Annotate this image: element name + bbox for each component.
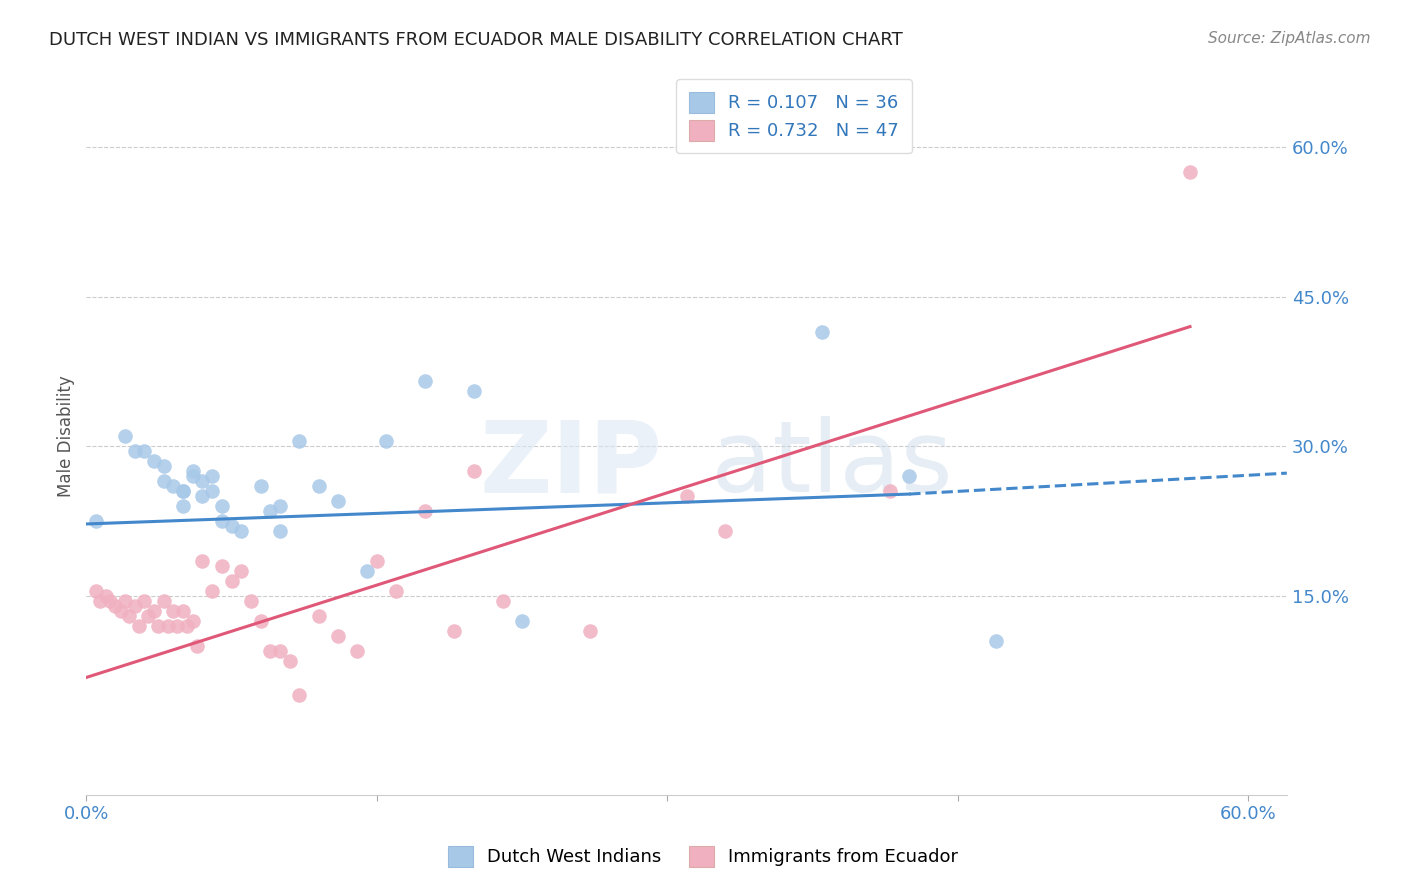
Point — [879, 484, 901, 499]
Point — [162, 479, 184, 493]
Point — [463, 464, 485, 478]
Point — [162, 604, 184, 618]
Point — [84, 514, 107, 528]
Point — [269, 499, 291, 513]
Point — [186, 639, 208, 653]
Point — [308, 608, 330, 623]
Point — [356, 564, 378, 578]
Point — [249, 479, 271, 493]
Point — [510, 614, 533, 628]
Point — [1178, 165, 1201, 179]
Point — [201, 583, 224, 598]
Point — [249, 614, 271, 628]
Point — [104, 599, 127, 613]
Point — [898, 469, 921, 483]
Point — [308, 479, 330, 493]
Point — [211, 499, 233, 513]
Point — [239, 593, 262, 607]
Point — [578, 624, 600, 638]
Point — [110, 604, 132, 618]
Point — [176, 618, 198, 632]
Point — [375, 434, 398, 449]
Point — [172, 499, 194, 513]
Point — [181, 469, 204, 483]
Point — [128, 618, 150, 632]
Point — [94, 589, 117, 603]
Point — [463, 384, 485, 399]
Point — [413, 375, 436, 389]
Point — [134, 444, 156, 458]
Point — [288, 689, 311, 703]
Point — [288, 434, 311, 449]
Point — [259, 504, 281, 518]
Point — [134, 593, 156, 607]
Point — [346, 643, 368, 657]
Text: atlas: atlas — [710, 417, 952, 514]
Point — [201, 469, 224, 483]
Point — [152, 474, 174, 488]
Point — [191, 489, 214, 503]
Point — [181, 614, 204, 628]
Point — [172, 484, 194, 499]
Legend: R = 0.107   N = 36, R = 0.732   N = 47: R = 0.107 N = 36, R = 0.732 N = 47 — [676, 79, 911, 153]
Point — [156, 618, 179, 632]
Legend: Dutch West Indians, Immigrants from Ecuador: Dutch West Indians, Immigrants from Ecua… — [440, 838, 966, 874]
Point — [201, 484, 224, 499]
Point — [89, 593, 111, 607]
Point — [191, 554, 214, 568]
Point — [675, 489, 697, 503]
Point — [211, 558, 233, 573]
Text: ZIP: ZIP — [479, 417, 662, 514]
Point — [269, 524, 291, 538]
Point — [326, 494, 349, 508]
Point — [124, 599, 146, 613]
Point — [152, 459, 174, 474]
Point — [326, 629, 349, 643]
Point — [181, 464, 204, 478]
Point — [118, 608, 141, 623]
Point — [366, 554, 388, 568]
Point — [191, 474, 214, 488]
Point — [98, 593, 121, 607]
Point — [114, 429, 136, 443]
Point — [172, 604, 194, 618]
Point — [413, 504, 436, 518]
Point — [152, 593, 174, 607]
Point — [124, 444, 146, 458]
Text: Source: ZipAtlas.com: Source: ZipAtlas.com — [1208, 31, 1371, 46]
Point — [811, 325, 834, 339]
Point — [84, 583, 107, 598]
Point — [172, 484, 194, 499]
Point — [221, 574, 243, 588]
Point — [986, 633, 1008, 648]
Point — [221, 519, 243, 533]
Point — [143, 604, 166, 618]
Point — [385, 583, 408, 598]
Point — [231, 524, 253, 538]
Point — [269, 643, 291, 657]
Point — [443, 624, 465, 638]
Point — [143, 454, 166, 468]
Point — [714, 524, 737, 538]
Point — [146, 618, 169, 632]
Point — [211, 514, 233, 528]
Text: DUTCH WEST INDIAN VS IMMIGRANTS FROM ECUADOR MALE DISABILITY CORRELATION CHART: DUTCH WEST INDIAN VS IMMIGRANTS FROM ECU… — [49, 31, 903, 49]
Y-axis label: Male Disability: Male Disability — [58, 376, 75, 497]
Point — [491, 593, 513, 607]
Point — [136, 608, 159, 623]
Point — [259, 643, 281, 657]
Point — [231, 564, 253, 578]
Point — [166, 618, 188, 632]
Point — [114, 593, 136, 607]
Point — [278, 653, 301, 667]
